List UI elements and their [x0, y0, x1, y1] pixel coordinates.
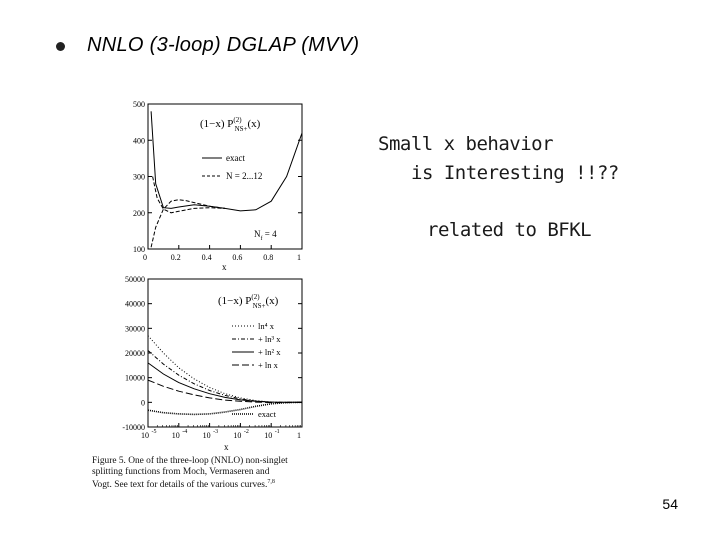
plot-bottom-curves [147, 335, 303, 416]
xtick-exponent: -2 [244, 429, 249, 435]
ytick-label: 0 [141, 398, 145, 407]
plot-top-curves [150, 111, 303, 248]
plot-top-xlabel: x [222, 262, 227, 272]
xtick-exponent: -4 [182, 429, 187, 435]
xtick-label: 1 [297, 253, 301, 262]
plot-top-label: (1−x) P(2) NS+(x) [200, 116, 261, 133]
ytick-label: 200 [133, 209, 145, 218]
ytick-label: 400 [133, 136, 145, 145]
xtick-label: 0.6 [232, 253, 242, 262]
ytick-label: 500 [133, 100, 145, 109]
xtick-exponent: -1 [275, 429, 280, 435]
ytick-label: 10000 [125, 374, 145, 383]
xtick-label: 0 [143, 253, 147, 262]
caption-line-2: splitting functions from Moch, Vermasere… [92, 466, 270, 477]
xtick-label: 10 [233, 431, 241, 440]
note-small-x-line1: Small x behavior [378, 133, 554, 155]
plot-top-ticks: 100 200 300 400 500 0 0.2 0.4 0.6 0.8 1 [133, 100, 303, 262]
caption-reference: 7,8 [267, 479, 275, 485]
plot-top: 100 200 300 400 500 0 0.2 0.4 0.6 0.8 1 (1−x) P(2)… [133, 100, 303, 272]
plot-top-nf-annotation: Nf = 4 [254, 229, 277, 242]
series-line [152, 176, 226, 214]
ytick-label: -10000 [122, 423, 145, 432]
legend-top-exact: exact [226, 153, 245, 163]
bullet-dot-icon [56, 42, 65, 51]
legend-label: + ln x [258, 360, 279, 370]
xtick-label: 10 [141, 431, 149, 440]
xtick-label: 10 [264, 431, 272, 440]
ytick-label: 50000 [125, 275, 145, 284]
plot-bottom-legend: ln⁴ x + ln³ x + ln² x + ln x exact [232, 321, 281, 419]
caption-line-3-text: Vogt. See text for details of the variou… [92, 480, 268, 491]
ytick-label: 40000 [125, 300, 145, 309]
series-line [147, 335, 302, 403]
xtick-label: 10 [172, 431, 180, 440]
series-line [147, 350, 302, 403]
plot-bottom-xlabel: x [224, 442, 229, 452]
xtick-exponent: -3 [213, 429, 218, 435]
ytick-label: 30000 [125, 324, 145, 333]
legend-label: + ln² x [258, 347, 281, 357]
note-bfkl: related to BFKL [427, 219, 592, 241]
note-small-x-line2: is Interesting !!?? [411, 162, 619, 184]
plot-bottom-label: (1−x) P(2) NS+(x) [218, 293, 279, 310]
series-line [147, 362, 302, 403]
xtick-label: 0.2 [171, 253, 181, 262]
series-line [147, 379, 303, 404]
legend-label: ln⁴ x [258, 321, 275, 331]
page-number: 54 [662, 496, 678, 512]
caption-line-1: Figure 5. One of the three-loop (NNLO) n… [92, 456, 288, 466]
xtick-exponent: -5 [152, 429, 157, 435]
caption-line-3: Vogt. See text for details of the variou… [92, 477, 332, 491]
bullet-heading: NNLO (3-loop) DGLAP (MVV) [87, 34, 360, 56]
figure-caption: Figure 5. One of the three-loop (NNLO) n… [92, 456, 332, 491]
legend-label: exact [258, 409, 277, 419]
series-line [147, 401, 303, 416]
xtick-label: 10 [203, 431, 211, 440]
ytick-label: 100 [133, 245, 145, 254]
xtick-label: 0.8 [263, 253, 273, 262]
ytick-label: 20000 [125, 349, 145, 358]
bullet-row: NNLO (3-loop) DGLAP (MVV) [56, 34, 359, 57]
ytick-label: 300 [133, 173, 145, 182]
series-line [150, 199, 226, 248]
legend-top-n: N = 2...12 [226, 171, 262, 181]
xtick-label: 0.4 [202, 253, 212, 262]
xtick-label: 1 [297, 431, 301, 440]
legend-label: + ln³ x [258, 334, 281, 344]
